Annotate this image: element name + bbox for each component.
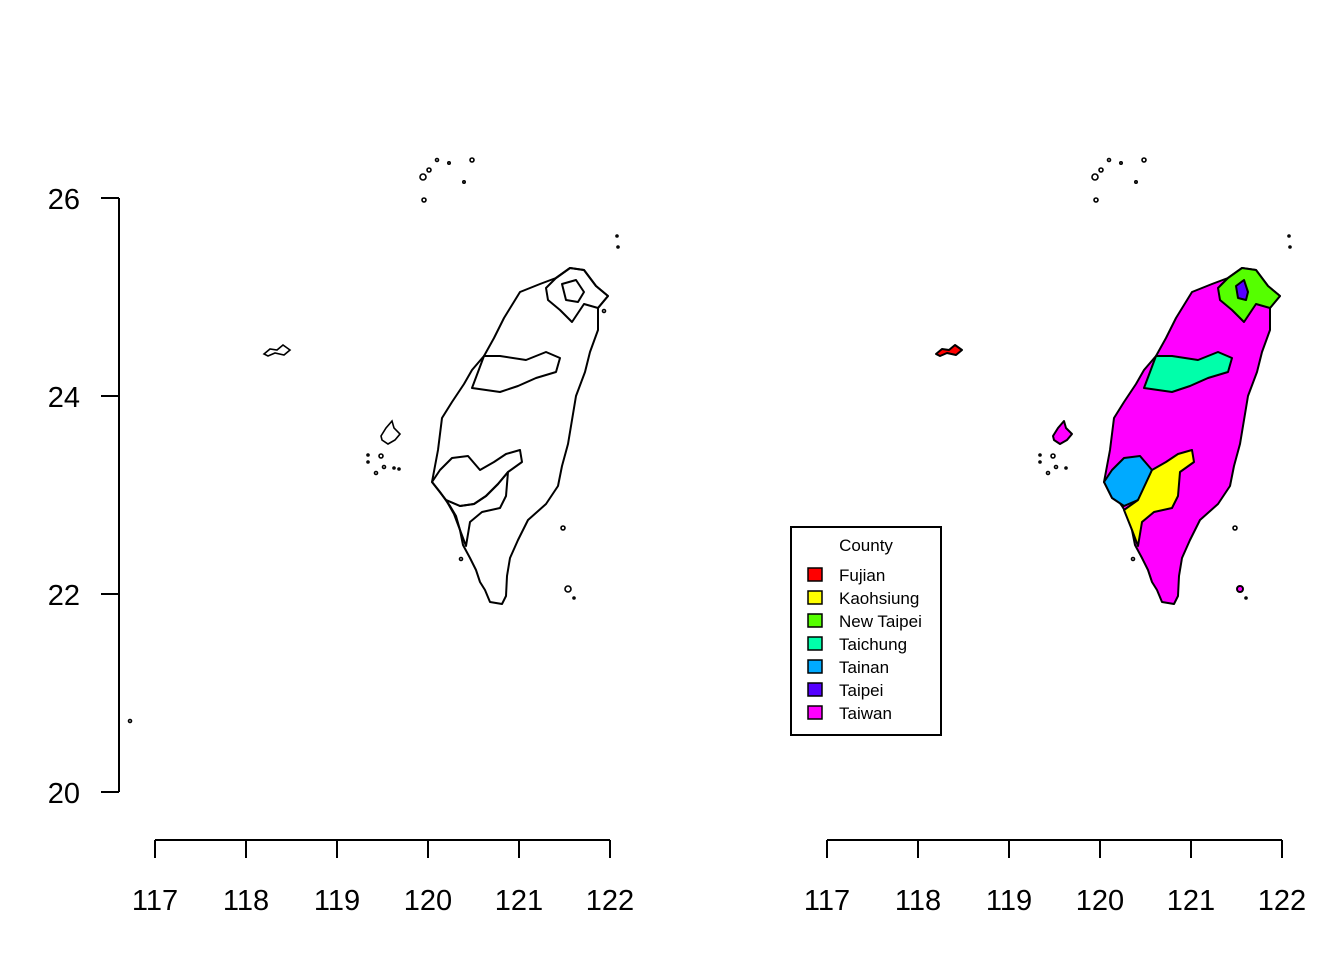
region-fujian [935, 344, 963, 357]
region-penghu [1052, 420, 1073, 445]
legend-label: Taichung [839, 635, 907, 654]
legend-label: Taiwan [839, 704, 892, 723]
islet [1244, 596, 1248, 600]
y-tick-label: 20 [48, 778, 80, 810]
islet [1141, 157, 1147, 163]
legend-box [790, 526, 942, 736]
islet [381, 464, 387, 470]
x-tick-label: 118 [223, 885, 269, 917]
legend-label: Fujian [839, 566, 885, 585]
region-new-taipei [1217, 267, 1281, 323]
legend-label: Taipei [839, 681, 883, 700]
islet [366, 453, 370, 457]
islet [1130, 556, 1136, 562]
islet [419, 173, 427, 181]
islet [446, 161, 451, 166]
islet [616, 245, 620, 249]
islet [434, 157, 440, 163]
legend-swatch [807, 613, 823, 628]
islet [572, 596, 576, 600]
islet [1106, 157, 1112, 163]
legend-swatch [807, 659, 823, 674]
islet [1050, 453, 1056, 459]
taichung-boundary [471, 351, 561, 393]
islet [1133, 180, 1138, 185]
islet [560, 525, 566, 531]
legend-swatch [807, 682, 823, 697]
x-tick-label: 117 [132, 885, 178, 917]
x-axis-left: 117 118 119 120 121 122 [132, 839, 634, 917]
islet [1093, 197, 1099, 203]
x-tick-label: 121 [495, 885, 543, 917]
kinmen-island [263, 344, 291, 357]
islet [397, 467, 401, 471]
islet [426, 167, 432, 173]
x-tick-label: 117 [804, 885, 850, 917]
small-islets [1038, 157, 1292, 600]
region-taipei [1235, 279, 1249, 301]
islet [1232, 525, 1238, 531]
x-tick-label: 121 [1167, 885, 1215, 917]
islet [373, 470, 379, 476]
islet [458, 556, 464, 562]
legend-label: Tainan [839, 658, 889, 677]
x-tick-label: 122 [586, 885, 634, 917]
small-islets [127, 157, 620, 724]
islet [378, 453, 384, 459]
choropleth-map [935, 157, 1292, 605]
taiwan-outline [431, 267, 609, 605]
islet [127, 718, 133, 724]
islet [1045, 470, 1051, 476]
x-tick-label: 119 [314, 885, 360, 917]
islet [1288, 245, 1292, 249]
islet [461, 180, 466, 185]
islet [1287, 234, 1291, 238]
x-axis-right: 117 118 119 120 121 122 [804, 839, 1306, 917]
x-tick-label: 120 [404, 885, 452, 917]
islet [601, 308, 607, 314]
legend-swatch [807, 590, 823, 605]
legend-swatch [807, 567, 823, 582]
islet-colored [1236, 585, 1244, 593]
taipei-boundary [561, 279, 585, 303]
legend-swatch [807, 636, 823, 651]
islet [1098, 167, 1104, 173]
region-kaohsiung [1123, 449, 1195, 547]
islet [469, 157, 475, 163]
islet [1064, 466, 1068, 470]
islet [1091, 173, 1099, 181]
islet [1038, 453, 1042, 457]
region-taichung [1143, 351, 1233, 393]
kaohsiung-boundary [445, 471, 509, 547]
legend-title: County [839, 536, 893, 555]
islet [1038, 460, 1042, 464]
islet [392, 466, 396, 470]
legend-swatch [807, 705, 823, 720]
region-taiwan [1103, 267, 1281, 605]
islet [1053, 464, 1059, 470]
x-tick-label: 119 [986, 885, 1032, 917]
x-tick-label: 122 [1258, 885, 1306, 917]
islet [615, 234, 619, 238]
y-tick-label: 26 [48, 184, 80, 216]
y-tick-label: 24 [48, 382, 80, 414]
boundary-map [127, 157, 620, 724]
new-taipei-boundary [545, 267, 609, 323]
islet [366, 460, 370, 464]
penghu-island [380, 420, 401, 445]
islet [421, 197, 427, 203]
y-axis: 26 24 22 20 [48, 184, 120, 810]
legend-items: Fujian Kaohsiung New Taipei Taichung Tainan T… [807, 566, 922, 723]
islet [564, 585, 572, 593]
legend-label: Kaohsiung [839, 589, 919, 608]
y-tick-label: 22 [48, 580, 80, 612]
legend-label: New Taipei [839, 612, 922, 631]
x-tick-label: 120 [1076, 885, 1124, 917]
islet [1118, 161, 1123, 166]
legend: County Fujian Kaohsiung New Taipei Taichung… [790, 526, 942, 736]
x-tick-label: 118 [895, 885, 941, 917]
